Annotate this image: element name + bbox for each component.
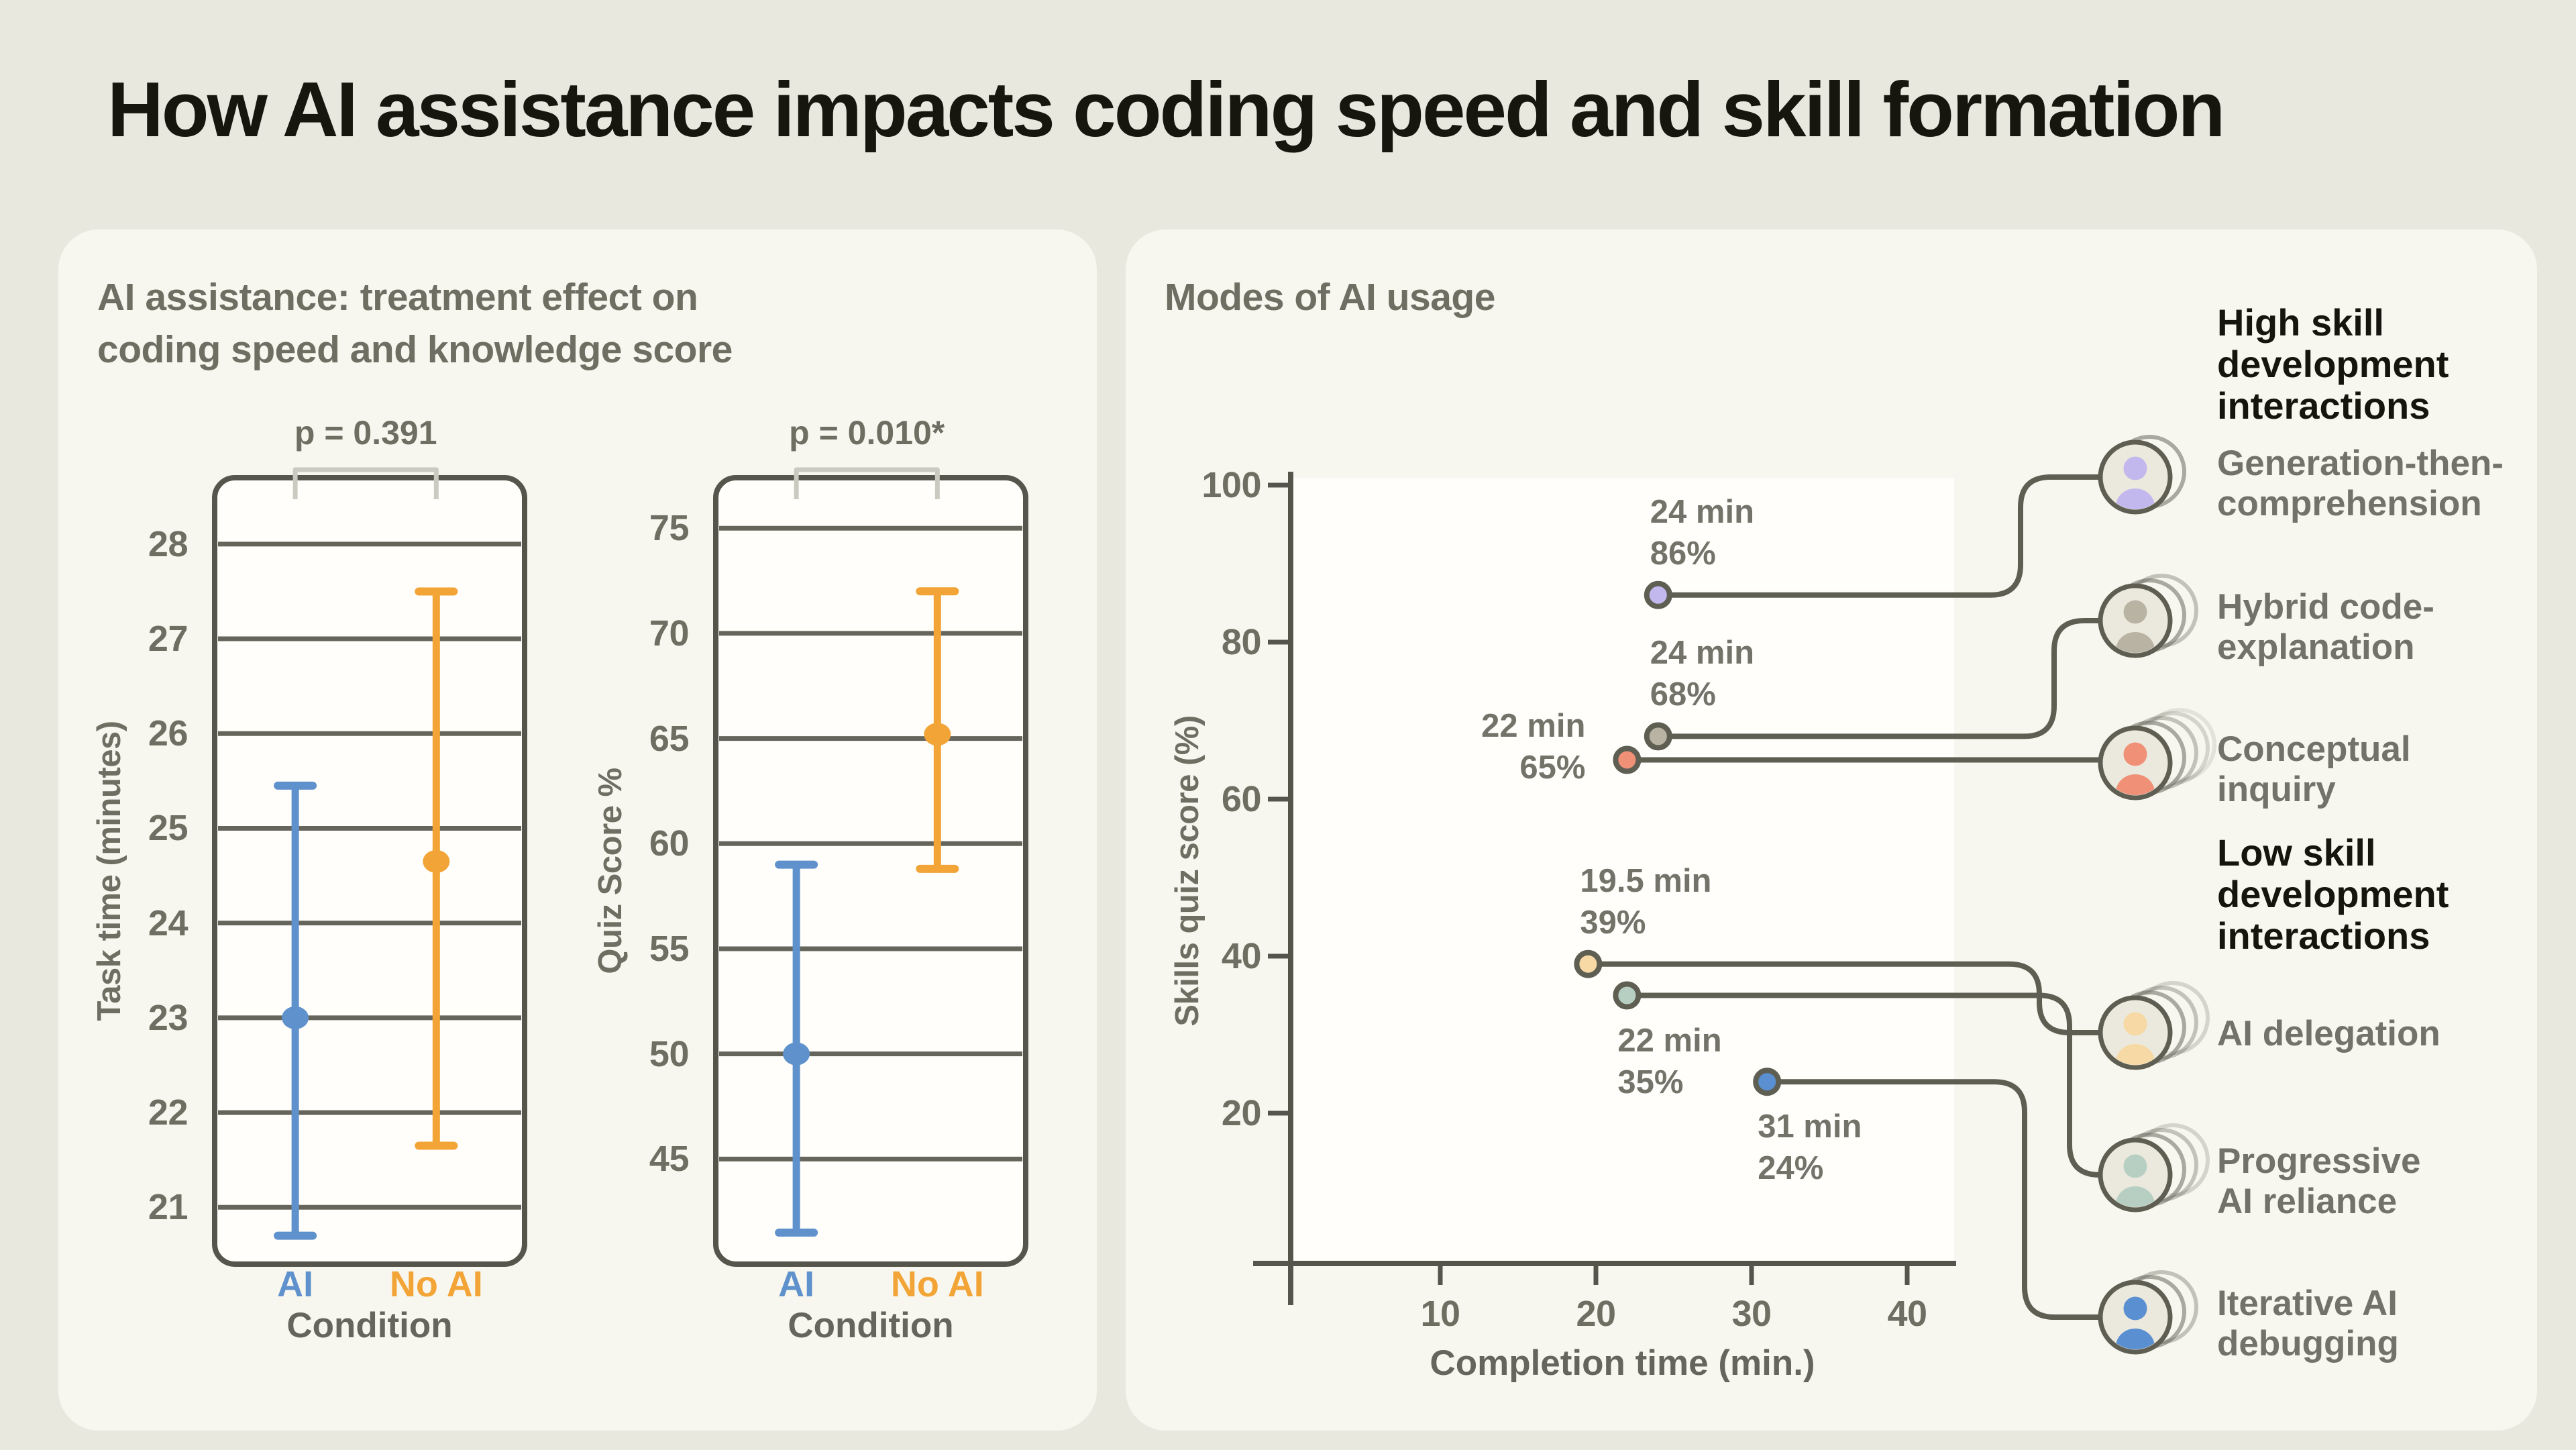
mean-marker (423, 849, 450, 873)
significance-bracket (794, 467, 940, 499)
scatter-point (1753, 1068, 1782, 1096)
card-title-line-1: AI assistance: treatment effect on (97, 276, 698, 319)
scatter-point (1613, 745, 1642, 774)
scatter-point (1613, 981, 1642, 1010)
errorbar-no-ai (916, 587, 959, 873)
person-head (2123, 456, 2147, 480)
scatter-point (1644, 722, 1672, 751)
card-title-line-2: coding speed and knowledge score (97, 328, 733, 371)
person-icon-hybrid-code-explanation (2098, 574, 2198, 658)
mean-marker (783, 1042, 810, 1066)
mean-marker (924, 723, 951, 746)
errorbar-no-ai (415, 587, 458, 1150)
scatter-point (1644, 580, 1672, 609)
person-head (2123, 742, 2147, 766)
person-head (2123, 600, 2147, 624)
person-glyph (2116, 456, 2155, 509)
person-shoulders (2116, 1329, 2155, 1349)
plot-box (212, 475, 527, 1267)
modes-card-title: Modes of AI usage (1165, 271, 1495, 323)
person-icon-conceptual-inquiry (2098, 708, 2216, 800)
mean-marker (282, 1006, 309, 1029)
person-glyph (2116, 1296, 2155, 1349)
plot-box (713, 475, 1028, 1267)
person-glyph (2116, 1154, 2155, 1207)
person-shoulders (2116, 632, 2155, 653)
connector-line (1627, 992, 2135, 1178)
scatter-point (1574, 949, 1603, 978)
treatment-effect-card-title: AI assistance: treatment effect on codin… (97, 271, 733, 376)
person-head (2123, 1154, 2147, 1178)
person-glyph (2116, 1012, 2155, 1065)
errorbar-ai (274, 781, 317, 1240)
person-head (2123, 1012, 2147, 1036)
modes-card-title-text: Modes of AI usage (1165, 276, 1495, 319)
person-shoulders (2116, 774, 2155, 795)
person-glyph (2116, 742, 2155, 795)
person-shoulders (2116, 1044, 2155, 1065)
person-glyph (2116, 600, 2155, 653)
person-shoulders (2116, 1186, 2155, 1207)
person-head (2123, 1296, 2147, 1320)
person-icon-progressive-ai-reliance (2098, 1123, 2210, 1212)
connector-line (1658, 618, 2135, 739)
significance-bracket (292, 467, 439, 499)
connector-line (1658, 474, 2135, 598)
person-shoulders (2116, 488, 2155, 509)
person-icon-ai-delegation (2098, 981, 2210, 1070)
errorbar-ai (775, 860, 818, 1237)
scatter-plot-area (1291, 478, 1954, 1263)
connector-line (1767, 1079, 2135, 1320)
connector-line (1588, 961, 2135, 1035)
person-icon-generation-then-comprehension (2098, 435, 2186, 515)
page-title: How AI assistance impacts coding speed a… (107, 66, 2225, 153)
person-icon-iterative-ai-debugging (2098, 1270, 2198, 1355)
